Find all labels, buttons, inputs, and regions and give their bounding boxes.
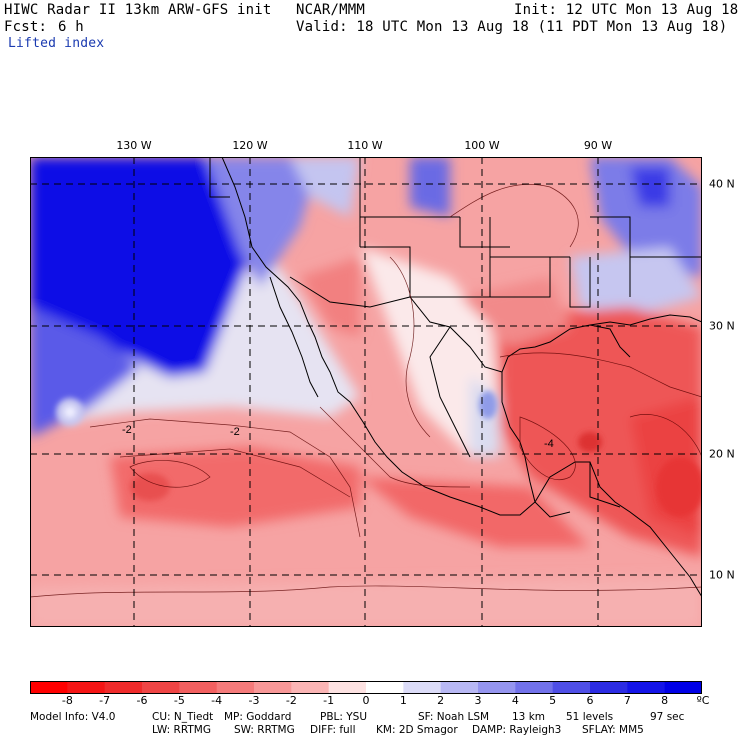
footer-timestep: 97 sec [650,711,685,723]
coastlines-and-borders [209,157,702,598]
colorbar-swatch [104,681,143,694]
colorbar-swatch [403,681,442,694]
footer-resolution: 13 km [512,711,546,723]
colorbar-level-label: -6 [136,694,148,707]
lon-label-110w: 110 W [347,139,383,152]
colorbar-swatch [552,681,591,694]
colorbar-swatch [366,681,404,694]
footer-levels: 51 levels [566,711,614,723]
colorbar-level-label: 5 [549,694,557,707]
lat-label-30n: 30 N [709,319,735,333]
lon-label-90w: 90 W [583,139,613,152]
lon-label-120w: 120 W [232,139,268,152]
colorbar-level-label: 8 [661,694,669,707]
colorbar-swatch [328,681,367,694]
colorbar-swatch [627,681,666,694]
colorbar-level-label: 7 [623,694,631,707]
colorbar-swatch [216,681,255,694]
colorbar-level-label: 1 [399,694,407,707]
footer-pbl: PBL: YSU [320,711,368,723]
colorbar-level-label: 4 [511,694,519,707]
colorbar-swatch [590,681,628,694]
colorbar-swatch [515,681,554,694]
footer-sw: SW: RRTMG [234,724,295,736]
lat-label-40n: 40 N [709,177,735,191]
valid-time: Valid: 18 UTC Mon 13 Aug 18 (11 PDT Mon … [296,19,728,35]
colorbar-swatch [254,681,292,694]
colorbar-swatch [291,681,330,694]
lat-label-20n: 20 N [709,447,735,461]
colorbar-swatch [142,681,180,694]
latlon-grid [30,157,702,627]
colorbar-level-label: -2 [285,694,297,707]
colorbar [30,681,702,694]
organization-label: NCAR/MMM [296,2,366,18]
colorbar-swatch [664,681,702,694]
contour-label-1: -2 [230,426,240,438]
colorbar-level-label: 0 [362,694,370,707]
contour-label-3: -4 [544,438,554,450]
colorbar-swatch [440,681,479,694]
colorbar-level-label: 6 [586,694,594,707]
footer-model-info: Model Info: V4.0 [30,711,116,723]
footer-sflay: SFLAY: MM5 [582,724,644,736]
init-time: Init: 12 UTC Mon 13 Aug 18 [514,2,739,18]
footer-km: KM: 2D Smagor [376,724,458,736]
contour-label-2: -2 [122,424,132,436]
footer-diff: DIFF: full [310,724,356,736]
colorbar-level-label: 3 [474,694,482,707]
footer-mp: MP: Goddard [224,711,292,723]
colorbar-swatch [67,681,106,694]
lon-label-100w: 100 W [464,139,500,152]
contour-lines [30,183,702,598]
forecast-value: 6 h [58,19,84,35]
footer-damp: DAMP: Rayleigh3 [472,724,562,736]
colorbar-frame [30,681,702,694]
field-shading [30,157,702,627]
colorbar-unit: ºC [696,694,710,707]
colorbar-level-label: -8 [61,694,73,707]
colorbar-swatch [179,681,218,694]
model-title: HIWC Radar II 13km ARW-GFS init [4,2,272,18]
colorbar-level-label: -5 [173,694,185,707]
field-details [56,391,702,517]
colorbar-level-label: -3 [248,694,260,707]
footer-lw: LW: RRTMG [152,724,211,736]
colorbar-level-label: -1 [323,694,335,707]
lat-label-10n: 10 N [709,568,735,582]
lon-label-130w: 130 W [116,139,152,152]
colorbar-swatch [478,681,516,694]
lifted-index-map: -2 -2 -4 [30,157,702,627]
field-name: Lifted index [8,36,105,51]
forecast-label: Fcst: [4,19,48,35]
colorbar-level-label: -4 [211,694,223,707]
colorbar-level-label: 2 [437,694,445,707]
map-frame [30,157,702,627]
colorbar-swatch [30,681,68,694]
colorbar-level-label: -7 [99,694,111,707]
footer-cu: CU: N_Tiedt [152,711,214,723]
footer-sf: SF: Noah LSM [418,711,490,723]
